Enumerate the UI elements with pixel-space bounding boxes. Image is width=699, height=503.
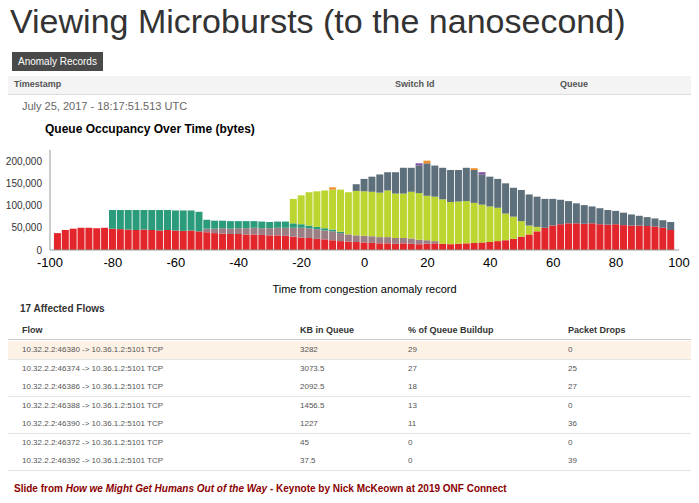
html-text:45: 45 xyxy=(300,437,309,447)
html-text:1227: 1227 xyxy=(300,419,318,428)
svg-text:60: 60 xyxy=(546,255,560,270)
svg-text:-100: -100 xyxy=(37,255,63,270)
svg-text:200,000: 200,000 xyxy=(8,156,42,167)
html-text:37.5: 37.5 xyxy=(300,456,316,465)
svg-text:40: 40 xyxy=(483,255,497,270)
svg-text:0: 0 xyxy=(361,255,368,270)
html-text:36: 36 xyxy=(568,419,577,428)
svg-text:-20: -20 xyxy=(292,255,311,270)
svg-text:100,000: 100,000 xyxy=(8,200,42,211)
html-text:Switch Id: Switch Id xyxy=(395,79,435,89)
svg-text:20: 20 xyxy=(420,255,434,270)
html-text:July 25, 2017 - 18:17:51.513 U: July 25, 2017 - 18:17:51.513 UTC xyxy=(22,100,188,112)
html-text:27: 27 xyxy=(568,382,577,391)
html-text:10.32.2.2:46388 -> 10.36.1.2:5: 10.32.2.2:46388 -> 10.36.1.2:5101 TCP xyxy=(22,400,164,410)
html-text:Anomaly Records: Anomaly Records xyxy=(18,56,97,67)
html-text:KB in Queue: KB in Queue xyxy=(300,325,354,335)
svg-text:-40: -40 xyxy=(229,255,248,270)
svg-text:Time from congestion anomaly r: Time from congestion anomaly record xyxy=(272,283,456,295)
html-text:0: 0 xyxy=(568,400,573,410)
svg-text:80: 80 xyxy=(609,255,623,270)
html-text:18: 18 xyxy=(408,382,417,391)
svg-text:-60: -60 xyxy=(166,255,185,270)
html-text:10.32.2.2:46392 -> 10.36.1.2:5: 10.32.2.2:46392 -> 10.36.1.2:5101 TCP xyxy=(22,456,164,465)
html-text:1456.5: 1456.5 xyxy=(300,400,325,410)
html-text:11: 11 xyxy=(408,419,417,428)
html-text:0: 0 xyxy=(408,456,413,465)
html-text:10.32.2.2:46390 -> 10.36.1.2:5: 10.32.2.2:46390 -> 10.36.1.2:5101 TCP xyxy=(22,419,164,428)
html-text:0: 0 xyxy=(408,437,413,447)
svg-text:50,000: 50,000 xyxy=(11,222,42,233)
html-text:10.32.2.2:46374 -> 10.36.1.2:5: 10.32.2.2:46374 -> 10.36.1.2:5101 TCP xyxy=(22,363,164,373)
html-text:Slide from How we Might Get Hu: Slide from How we Might Get Humans Out o… xyxy=(14,483,507,494)
svg-text:-80: -80 xyxy=(104,255,123,270)
html-text:27: 27 xyxy=(408,363,417,373)
html-text:Flow: Flow xyxy=(22,325,43,335)
svg-text:100: 100 xyxy=(668,255,690,270)
html-text:29: 29 xyxy=(408,345,417,354)
html-text:10.32.2.2:46380 -> 10.36.1.2:5: 10.32.2.2:46380 -> 10.36.1.2:5101 TCP xyxy=(22,345,164,354)
html-text:13: 13 xyxy=(408,400,417,410)
html-text:17 Affected Flows: 17 Affected Flows xyxy=(20,303,105,314)
html-text:0: 0 xyxy=(568,345,573,354)
html-text:25: 25 xyxy=(568,363,577,373)
html-text:Timestamp: Timestamp xyxy=(14,79,62,89)
html-text:10.32.2.2:46386 -> 10.36.1.2:5: 10.32.2.2:46386 -> 10.36.1.2:5101 TCP xyxy=(22,382,164,391)
svg-text:150,000: 150,000 xyxy=(8,178,42,189)
html-text:2092.5: 2092.5 xyxy=(300,382,325,391)
html-text:Viewing Microbursts (to the na: Viewing Microbursts (to the nanosecond) xyxy=(10,2,626,40)
html-text:10.32.2.2:46372 -> 10.36.1.2:5: 10.32.2.2:46372 -> 10.36.1.2:5101 TCP xyxy=(22,437,164,447)
html-text:Queue Occupancy Over Time (byt: Queue Occupancy Over Time (bytes) xyxy=(45,122,255,136)
svg-text:0: 0 xyxy=(36,245,42,256)
html-text:3282: 3282 xyxy=(300,345,318,354)
html-text:0: 0 xyxy=(568,437,573,447)
html-text:Packet Drops: Packet Drops xyxy=(568,325,626,335)
html-text:3073.5: 3073.5 xyxy=(300,363,325,373)
html-text:% of Queue Buildup: % of Queue Buildup xyxy=(408,325,494,335)
html-text:39: 39 xyxy=(568,456,577,465)
html-text:Queue: Queue xyxy=(560,79,588,89)
